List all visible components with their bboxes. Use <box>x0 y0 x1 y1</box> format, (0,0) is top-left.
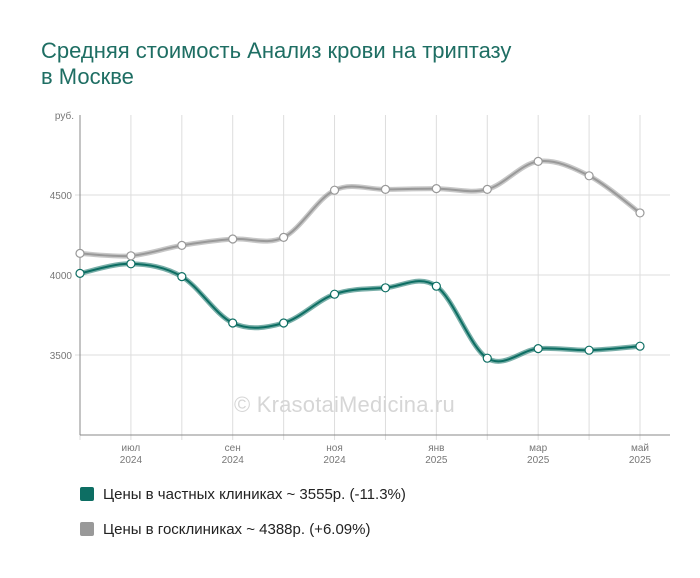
data-point-private <box>584 345 594 355</box>
x-tick-label-year: 2025 <box>527 455 550 466</box>
legend-swatch-private <box>80 487 94 501</box>
y-tick-label: 4000 <box>50 271 73 282</box>
data-point-private <box>482 353 492 363</box>
chart-title: Средняя стоимость Анализ крови на трипта… <box>41 38 661 90</box>
y-tick-label: 4500 <box>50 191 73 202</box>
data-point-public <box>228 234 238 244</box>
data-point-public <box>177 240 187 250</box>
data-point-private <box>380 283 391 293</box>
data-point-public <box>279 232 289 242</box>
y-axis-unit: руб. <box>55 110 74 122</box>
legend-item-private[interactable]: Цены в частных клиниках ~ 3555р. (-11.3%… <box>80 484 406 504</box>
legend-swatch-public <box>80 522 94 536</box>
chart-title-line-1: Средняя стоимость Анализ крови на трипта… <box>41 38 512 63</box>
x-tick-label-month: май <box>631 443 649 454</box>
data-point-private <box>177 272 187 282</box>
x-tick-label-year: 2024 <box>323 455 346 466</box>
x-tick-label-month: ноя <box>326 443 343 454</box>
data-point-public <box>584 171 594 181</box>
data-point-private <box>126 259 136 269</box>
watermark: © KrasotaiMedicina.ru <box>234 392 455 417</box>
data-point-public <box>75 248 85 258</box>
data-point-public <box>533 156 543 166</box>
data-point-public <box>126 251 136 261</box>
x-tick-label-year: 2024 <box>120 455 143 466</box>
data-point-public <box>635 208 645 218</box>
legend-label-private: Цены в частных клиниках ~ 3555р. (-11.3%… <box>103 485 406 503</box>
data-point-private <box>279 318 289 328</box>
x-tick-label-month: мар <box>529 443 547 454</box>
series-line-public <box>79 160 641 258</box>
data-point-public <box>329 185 340 195</box>
data-point-private <box>228 318 238 328</box>
series-line-public-glow <box>77 158 643 259</box>
x-tick-label-year: 2025 <box>629 455 652 466</box>
x-tick-label-month: июл <box>122 443 141 454</box>
legend: Цены в частных клиниках ~ 3555р. (-11.3%… <box>80 484 406 554</box>
data-point-public <box>380 184 391 194</box>
x-tick-label-month: янв <box>428 443 444 454</box>
data-point-private <box>533 344 543 354</box>
data-point-public <box>431 184 441 194</box>
legend-item-public[interactable]: Цены в госклиниках ~ 4388р. (+6.09%) <box>80 519 406 539</box>
data-point-public <box>482 184 492 194</box>
x-tick-label-month: сен <box>225 443 241 454</box>
data-point-private <box>75 268 85 278</box>
y-tick-label: 3500 <box>50 351 73 362</box>
x-tick-label-year: 2024 <box>222 455 245 466</box>
chart-title-line-2: в Москве <box>41 64 134 89</box>
data-point-private <box>431 281 441 291</box>
data-point-private <box>329 289 340 299</box>
series-line-private-glow <box>77 261 643 364</box>
data-point-private <box>635 341 645 351</box>
legend-label-public: Цены в госклиниках ~ 4388р. (+6.09%) <box>103 520 371 538</box>
x-tick-label-year: 2025 <box>425 455 448 466</box>
